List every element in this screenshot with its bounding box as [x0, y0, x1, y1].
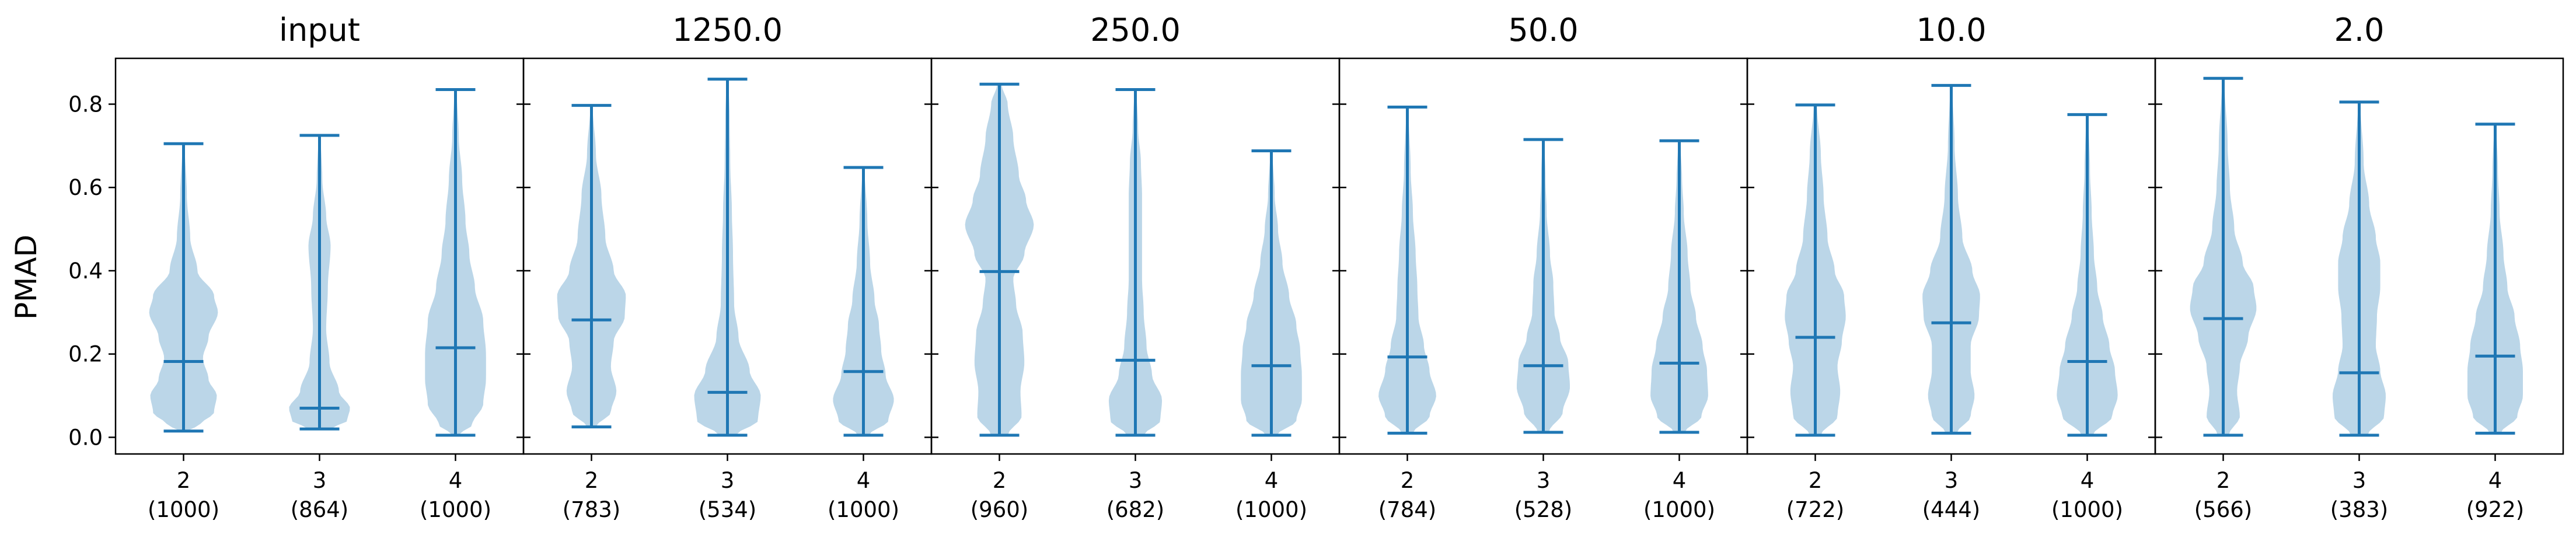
- y-tick-label: 0.2: [68, 342, 103, 367]
- y-tick-label: 0.6: [68, 175, 103, 200]
- y-axis-label: PMAD: [9, 235, 43, 320]
- y-tick-label: 0.0: [68, 425, 103, 450]
- x-tick-count-label: (444): [1922, 497, 1981, 522]
- panel-3: 250.0 2 (960) 3 (682) 4 (1000): [924, 12, 1341, 522]
- panel-5: 10.0 2 (722) 3 (444) 4 (1000): [1740, 12, 2156, 522]
- x-tick-label: 2: [177, 468, 191, 493]
- x-tick-count-label: (960): [971, 497, 1029, 522]
- x-tick-label: 3: [1537, 468, 1551, 493]
- x-tick-label: 4: [2081, 468, 2095, 493]
- x-tick-count-label: (1000): [1643, 497, 1715, 522]
- x-tick-label: 2: [585, 468, 599, 493]
- x-tick-label: 4: [857, 468, 871, 493]
- panel-4: 50.0 2 (784) 3 (528) 4 (1000): [1332, 12, 1748, 522]
- x-tick-count-label: (783): [563, 497, 621, 522]
- x-tick-label: 2: [993, 468, 1007, 493]
- x-tick-count-label: (922): [2466, 497, 2525, 522]
- x-tick-count-label: (722): [1786, 497, 1845, 522]
- panel-title: 50.0: [1508, 12, 1578, 48]
- x-tick-label: 3: [721, 468, 735, 493]
- x-tick-label: 2: [2217, 468, 2231, 493]
- x-tick-label: 4: [449, 468, 463, 493]
- x-tick-count-label: (1000): [148, 497, 219, 522]
- x-tick-label: 3: [313, 468, 327, 493]
- x-tick-count-label: (1000): [1235, 497, 1307, 522]
- panel-2: 1250.0 2 (783) 3 (534) 4 (1000): [516, 12, 933, 522]
- x-tick-count-label: (534): [699, 497, 757, 522]
- panel-1: input 0.0 0.2 0.4 0.6 0.8 2 (1000) 3 (864) 4 (1000): [68, 12, 525, 522]
- x-tick-count-label: (1000): [828, 497, 899, 522]
- x-tick-label: 2: [1809, 468, 1823, 493]
- panel-title: 250.0: [1090, 12, 1181, 48]
- x-tick-count-label: (528): [1514, 497, 1573, 522]
- panel-6: 2.0 2 (566) 3 (383) 4 (922): [2148, 12, 2564, 522]
- x-tick-label: 4: [1265, 468, 1279, 493]
- x-tick-count-label: (864): [291, 497, 349, 522]
- x-tick-label: 3: [1129, 468, 1143, 493]
- x-tick-label: 4: [2488, 468, 2502, 493]
- x-tick-label: 4: [1673, 468, 1687, 493]
- x-tick-label: 3: [1945, 468, 1959, 493]
- x-tick-count-label: (784): [1378, 497, 1437, 522]
- panel-title: 10.0: [1916, 12, 1986, 48]
- x-tick-label: 3: [2352, 468, 2366, 493]
- x-tick-label: 2: [1401, 468, 1415, 493]
- x-tick-count-label: (383): [2330, 497, 2389, 522]
- panel-title: 2.0: [2334, 12, 2385, 48]
- x-tick-count-label: (682): [1107, 497, 1165, 522]
- x-tick-count-label: (566): [2194, 497, 2253, 522]
- panel-title: 1250.0: [672, 12, 783, 48]
- y-tick-label: 0.4: [68, 258, 103, 284]
- y-tick-label: 0.8: [68, 92, 103, 117]
- x-tick-count-label: (1000): [2051, 497, 2123, 522]
- x-tick-count-label: (1000): [420, 497, 491, 522]
- panel-title: input: [279, 12, 360, 48]
